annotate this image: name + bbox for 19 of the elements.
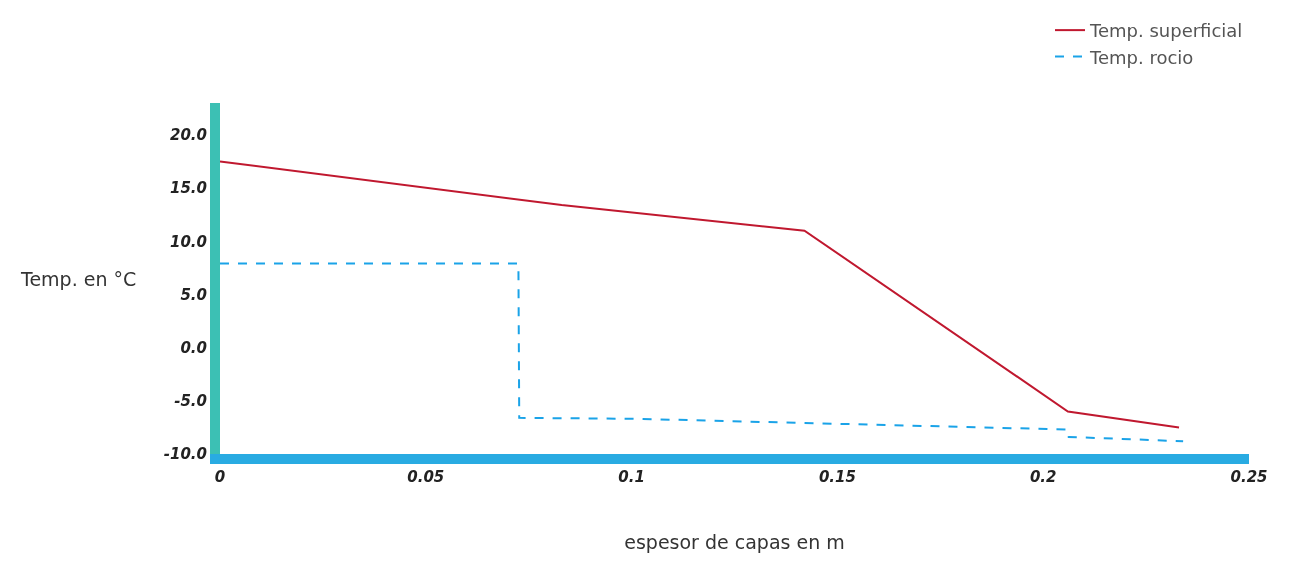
y-tick-label: 0.0 — [180, 338, 207, 357]
x-tick-label: 0.05 — [407, 468, 445, 486]
y-tick-label: -10.0 — [163, 445, 207, 464]
y-tick-label: 10.0 — [169, 232, 207, 251]
legend-label: Temp. rocio — [1089, 46, 1194, 68]
y-tick-label: 20.0 — [169, 126, 207, 145]
y-tick-label: -5.0 — [174, 392, 207, 411]
x-tick-label: 0.15 — [818, 468, 856, 486]
legend-label: Temp. superficial — [1089, 20, 1243, 42]
x-tick-label: 0.25 — [1230, 468, 1268, 486]
y-tick-label: 15.0 — [169, 179, 207, 198]
x-tick-label: 0.2 — [1029, 468, 1057, 486]
x-tick-label: 0.1 — [618, 468, 645, 486]
line-series — [220, 262, 1185, 443]
y-tick-label: 5.0 — [180, 285, 207, 304]
y-axis-title: Temp. en °C — [20, 268, 137, 290]
x-tick-label: 0 — [214, 468, 226, 486]
line-series — [220, 160, 1181, 429]
x-axis-title: espesor de capas en m — [624, 531, 845, 554]
